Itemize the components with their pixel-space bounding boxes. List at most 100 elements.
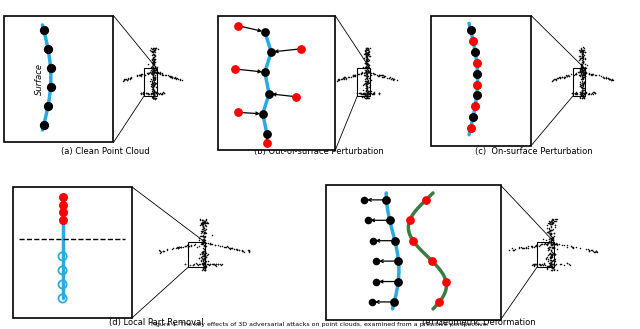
Point <box>200 250 210 256</box>
Point <box>559 74 570 79</box>
Point <box>579 80 589 85</box>
Point <box>243 248 253 253</box>
Point <box>361 85 371 90</box>
Bar <box>218 16 335 150</box>
Point <box>362 83 372 89</box>
Point <box>148 89 158 94</box>
Point <box>365 70 375 75</box>
Point <box>148 57 159 63</box>
Point <box>564 73 575 78</box>
Point <box>556 75 566 80</box>
Point <box>197 241 207 246</box>
Point <box>361 81 371 86</box>
Point <box>546 238 556 243</box>
Point <box>552 267 562 273</box>
Point <box>561 75 571 80</box>
Point <box>575 95 585 100</box>
Point <box>201 254 211 259</box>
Point <box>547 240 557 245</box>
Point <box>575 95 586 100</box>
Point <box>441 279 451 284</box>
Point <box>198 258 209 264</box>
Point <box>601 75 611 80</box>
Point <box>148 91 158 96</box>
Point <box>332 78 342 83</box>
Point <box>366 90 376 95</box>
Point <box>198 221 209 227</box>
Point <box>147 49 157 54</box>
Point <box>360 91 371 96</box>
Point <box>122 77 132 82</box>
Point <box>148 58 159 63</box>
Point <box>171 245 181 250</box>
Point <box>150 95 160 100</box>
Point <box>544 244 554 250</box>
Point <box>363 50 373 55</box>
Point <box>136 90 146 96</box>
Point <box>148 60 158 65</box>
Point <box>564 73 574 79</box>
Point <box>348 73 358 78</box>
Point <box>198 226 208 231</box>
Point <box>552 241 563 246</box>
Point <box>362 79 372 84</box>
Point <box>360 95 370 101</box>
Point <box>148 95 158 100</box>
Point <box>200 254 211 259</box>
Point <box>548 257 558 263</box>
Point <box>148 94 158 99</box>
Point <box>357 95 367 100</box>
Point <box>578 56 588 61</box>
Point <box>195 251 205 256</box>
Point <box>148 77 159 83</box>
Point <box>545 256 556 261</box>
Point <box>164 73 175 79</box>
Point <box>529 244 539 249</box>
Point <box>357 91 367 96</box>
Point <box>262 141 272 146</box>
Point <box>360 76 371 81</box>
Point <box>355 91 365 96</box>
Point <box>361 64 371 70</box>
Point <box>543 256 553 262</box>
Point <box>547 217 557 222</box>
Point <box>543 229 554 235</box>
Point <box>577 73 587 79</box>
Point <box>197 217 207 222</box>
Point <box>199 246 209 251</box>
Point <box>579 74 589 80</box>
Point <box>210 242 220 247</box>
Point <box>576 63 586 68</box>
Point <box>142 70 152 76</box>
Point <box>147 46 157 52</box>
Point <box>150 54 160 59</box>
Point <box>225 245 236 250</box>
Point <box>575 62 586 67</box>
Point <box>153 69 163 75</box>
Point <box>546 238 556 243</box>
Point <box>148 66 158 71</box>
Point <box>575 69 585 74</box>
Point <box>358 64 368 70</box>
Point <box>546 253 556 259</box>
Point <box>150 82 161 87</box>
Point <box>580 74 590 79</box>
Point <box>118 78 128 83</box>
Point <box>197 256 207 261</box>
Point <box>575 82 585 87</box>
Point <box>545 239 556 244</box>
Point <box>578 53 588 58</box>
Point <box>147 78 157 84</box>
Point <box>540 240 550 246</box>
Point <box>198 228 209 233</box>
Point <box>148 81 158 87</box>
Point <box>578 93 588 98</box>
Point <box>543 245 553 251</box>
Point <box>362 76 372 81</box>
Point <box>132 73 143 79</box>
Point <box>149 58 159 63</box>
Point <box>546 253 556 258</box>
Point <box>198 234 209 239</box>
Point <box>148 47 159 52</box>
Point <box>591 249 602 254</box>
